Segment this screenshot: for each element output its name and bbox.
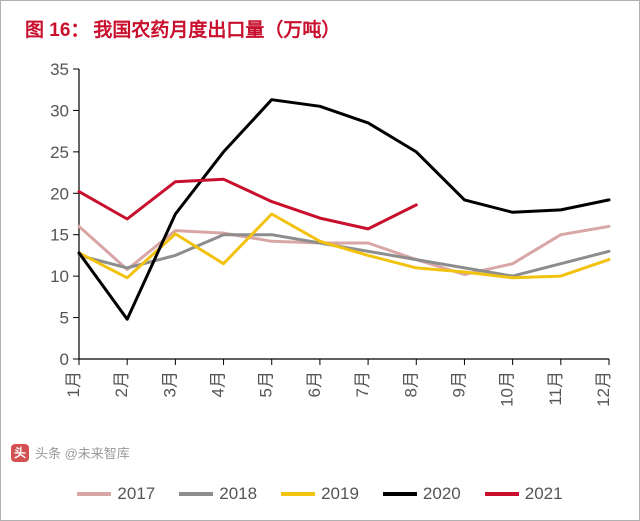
chart-frame: 图 16：我国农药月度出口量（万吨） 0 5 10 15 20 25 30 35 1月 2月 3月 4… <box>0 0 640 521</box>
legend-swatch <box>485 492 519 496</box>
x-tick-label: 3月 <box>160 371 179 397</box>
title-main: 我国农药月度出口量（万吨） <box>93 20 340 41</box>
legend-swatch <box>383 492 417 496</box>
legend-label: 2021 <box>525 484 563 504</box>
watermark-icon: 头 <box>11 444 29 462</box>
x-tick-label: 12月 <box>594 371 613 407</box>
legend-item-2017: 2017 <box>77 484 155 504</box>
legend-swatch <box>281 492 315 496</box>
line-chart: 0 5 10 15 20 25 30 35 1月 2月 3月 4月 5月 6月 7月 8月 9月 10月 11月 12… <box>25 59 617 429</box>
watermark: 头 头条 @未来智库 <box>11 443 130 462</box>
chart-area: 0 5 10 15 20 25 30 35 1月 2月 3月 4月 5月 6月 7月 8月 9月 10月 11月 12… <box>25 59 617 429</box>
legend: 2017 2018 2019 2020 2021 <box>1 484 639 504</box>
y-tick-label: 0 <box>60 350 69 369</box>
x-tick-label: 7月 <box>353 371 372 397</box>
y-tick-label: 15 <box>50 226 69 245</box>
series-2018 <box>79 235 609 276</box>
y-tick-label: 5 <box>60 309 69 328</box>
legend-swatch <box>77 492 111 496</box>
x-tick-label: 9月 <box>449 371 468 397</box>
legend-item-2021: 2021 <box>485 484 563 504</box>
legend-label: 2020 <box>423 484 461 504</box>
legend-label: 2018 <box>219 484 257 504</box>
legend-item-2019: 2019 <box>281 484 359 504</box>
x-tick-label: 1月 <box>64 371 83 397</box>
legend-item-2018: 2018 <box>179 484 257 504</box>
x-tick-label: 11月 <box>546 371 565 406</box>
series-2021 <box>79 179 416 229</box>
y-tick-label: 10 <box>50 267 69 286</box>
watermark-text: 头条 @未来智库 <box>35 443 130 462</box>
y-tick-label: 30 <box>50 101 69 120</box>
legend-label: 2017 <box>117 484 155 504</box>
y-tick-label: 20 <box>50 184 69 203</box>
x-tick-label: 4月 <box>209 371 228 397</box>
x-tick-label: 2月 <box>112 371 131 397</box>
legend-swatch <box>179 492 213 496</box>
x-tick-label: 5月 <box>257 371 276 397</box>
y-tick-label: 35 <box>50 60 69 79</box>
series-2020 <box>79 100 609 320</box>
legend-label: 2019 <box>321 484 359 504</box>
chart-title: 图 16：我国农药月度出口量（万吨） <box>25 15 340 42</box>
title-prefix: 图 16： <box>25 20 89 41</box>
x-tick-label: 6月 <box>305 371 324 397</box>
legend-item-2020: 2020 <box>383 484 461 504</box>
x-tick-label: 10月 <box>498 371 517 407</box>
x-tick-label: 8月 <box>401 371 420 397</box>
y-tick-label: 25 <box>50 143 69 162</box>
